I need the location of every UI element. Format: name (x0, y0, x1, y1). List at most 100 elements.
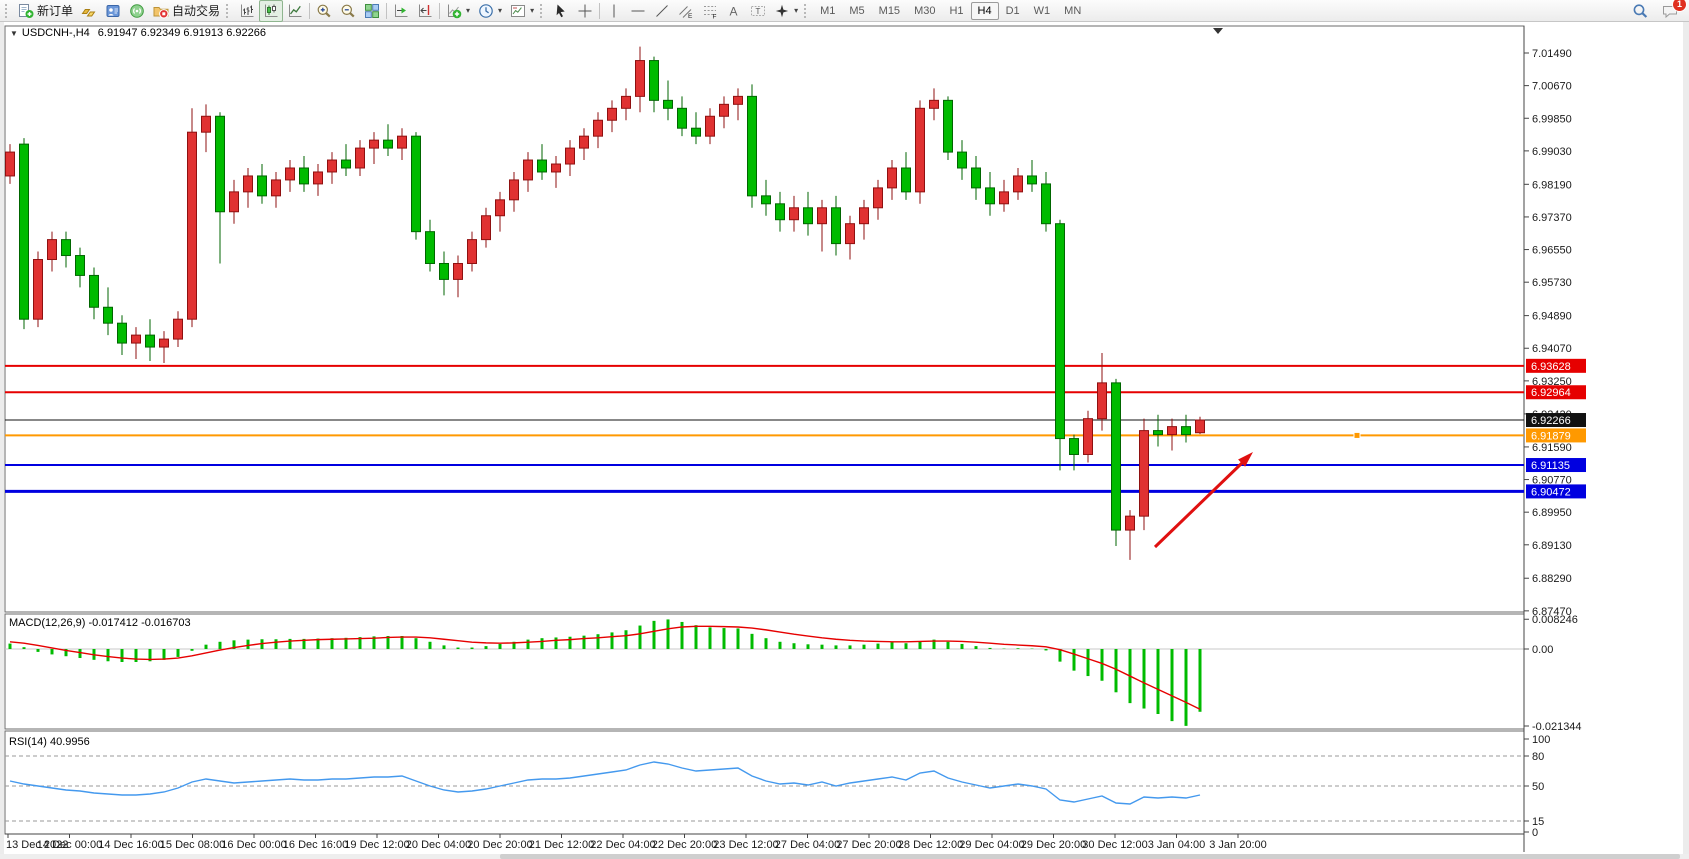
chevron-down-icon[interactable]: ▾ (466, 6, 471, 15)
candle[interactable] (481, 207, 491, 248)
timeframe-h1-button[interactable]: H1 (949, 4, 964, 17)
candle[interactable] (1139, 418, 1149, 531)
toolbar-grip[interactable] (804, 3, 809, 18)
candle[interactable] (299, 156, 309, 192)
candle[interactable] (845, 215, 855, 260)
candle[interactable] (1097, 353, 1107, 431)
fibonacci-button[interactable]: F (698, 0, 722, 22)
candle[interactable] (1181, 414, 1191, 443)
timeframe-m30-button[interactable]: M30 (914, 4, 936, 17)
candle[interactable] (19, 138, 29, 330)
candle[interactable] (285, 160, 295, 192)
candle[interactable] (565, 140, 575, 176)
scrollbar-handle[interactable] (500, 854, 1680, 859)
candle[interactable] (635, 46, 645, 113)
candlestick-chart-button[interactable] (259, 0, 284, 22)
vertical-line-button[interactable] (602, 0, 626, 22)
toolbar-grip[interactable] (226, 3, 231, 18)
candle[interactable] (1111, 378, 1121, 546)
channel-button[interactable]: E (674, 0, 698, 22)
candle[interactable] (159, 331, 169, 363)
candle[interactable] (439, 251, 449, 296)
auto-trading-button[interactable]: 自动交易 (149, 0, 224, 22)
candle[interactable] (537, 144, 547, 180)
periods-button[interactable]: ▾ (474, 0, 506, 22)
candle[interactable] (355, 140, 365, 176)
candle[interactable] (957, 140, 967, 180)
candle[interactable] (621, 88, 631, 121)
candle[interactable] (915, 100, 925, 204)
level-lines[interactable]: 6.93628 6.92964 6.92266 6.91879 6.91135 6.904… (5, 358, 1586, 499)
candle[interactable] (999, 179, 1009, 212)
candle[interactable] (1195, 416, 1205, 435)
candle[interactable] (691, 112, 701, 145)
toolbar-grip[interactable] (5, 3, 10, 18)
candle[interactable] (229, 179, 239, 224)
bar-chart-button[interactable] (235, 0, 259, 22)
candle[interactable] (33, 251, 43, 328)
text-button[interactable]: A (722, 0, 746, 22)
candle[interactable] (789, 195, 799, 232)
new-order-button[interactable]: 新订单 (14, 0, 77, 22)
candle[interactable] (1055, 219, 1065, 471)
candle[interactable] (75, 247, 85, 288)
timeframe-m5-button[interactable]: M5 (849, 4, 865, 17)
candle[interactable] (47, 231, 57, 272)
candle[interactable] (523, 152, 533, 192)
candle[interactable] (187, 108, 197, 328)
toolbar-grip[interactable] (540, 3, 545, 18)
candle[interactable] (859, 199, 869, 240)
candle[interactable] (117, 315, 127, 356)
line-chart-button[interactable] (283, 0, 307, 22)
candle[interactable] (551, 156, 561, 188)
candle[interactable] (201, 104, 211, 153)
timeframe-mn-button[interactable]: MN (1064, 4, 1082, 17)
timeframe-w1-button[interactable]: W1 (1033, 4, 1051, 17)
timeframe-h4-button[interactable]: H4 (970, 1, 999, 20)
notifications-button[interactable]: 1 (1658, 0, 1687, 22)
candle[interactable] (411, 132, 421, 240)
candle[interactable] (887, 160, 897, 200)
candle[interactable] (271, 171, 281, 208)
candle[interactable] (467, 231, 477, 272)
chart-shift-button[interactable] (413, 0, 437, 22)
candle[interactable] (369, 132, 379, 165)
rsi-panel[interactable]: 100 80 50 150 (4, 730, 1550, 839)
data-window-button[interactable] (101, 0, 125, 22)
timeframe-m15-button[interactable]: M15 (878, 4, 901, 17)
candle[interactable] (733, 88, 743, 121)
candle[interactable] (341, 144, 351, 176)
candle[interactable] (831, 195, 841, 256)
chart-canvas[interactable]: 0.0082460.00-0.02134410080501507.014907.… (0, 22, 1689, 859)
candle[interactable] (509, 171, 519, 212)
candle[interactable] (817, 199, 827, 252)
candle[interactable] (453, 255, 463, 298)
candle[interactable] (971, 156, 981, 200)
candle[interactable] (1153, 414, 1163, 447)
trendline-button[interactable] (650, 0, 674, 22)
auto-scroll-button[interactable] (389, 0, 413, 22)
candle[interactable] (425, 219, 435, 272)
price-panel[interactable] (4, 25, 1525, 613)
candle[interactable] (243, 167, 253, 208)
candle[interactable] (1125, 510, 1135, 560)
cursor-button[interactable] (549, 0, 573, 22)
chart-shift-marker[interactable] (1213, 28, 1223, 34)
templates-button[interactable]: ▾ (506, 0, 538, 22)
candle[interactable] (61, 231, 71, 268)
candle[interactable] (663, 80, 673, 121)
zoom-in-button[interactable] (312, 0, 336, 22)
timeframe-d1-button[interactable]: D1 (1005, 4, 1020, 17)
candle[interactable] (761, 179, 771, 216)
search-button[interactable] (1628, 0, 1652, 22)
signals-button[interactable] (125, 0, 149, 22)
timeframe-m1-button[interactable]: M1 (820, 4, 836, 17)
candle[interactable] (803, 191, 813, 236)
horizontal-line-button[interactable] (626, 0, 650, 22)
candle[interactable] (901, 152, 911, 200)
arrows-button[interactable]: ▾ (770, 0, 802, 22)
line-drag-handle[interactable] (1353, 431, 1361, 439)
candle[interactable] (747, 84, 757, 208)
trend-arrow-annotation[interactable] (1153, 452, 1253, 549)
candle[interactable] (873, 179, 883, 220)
